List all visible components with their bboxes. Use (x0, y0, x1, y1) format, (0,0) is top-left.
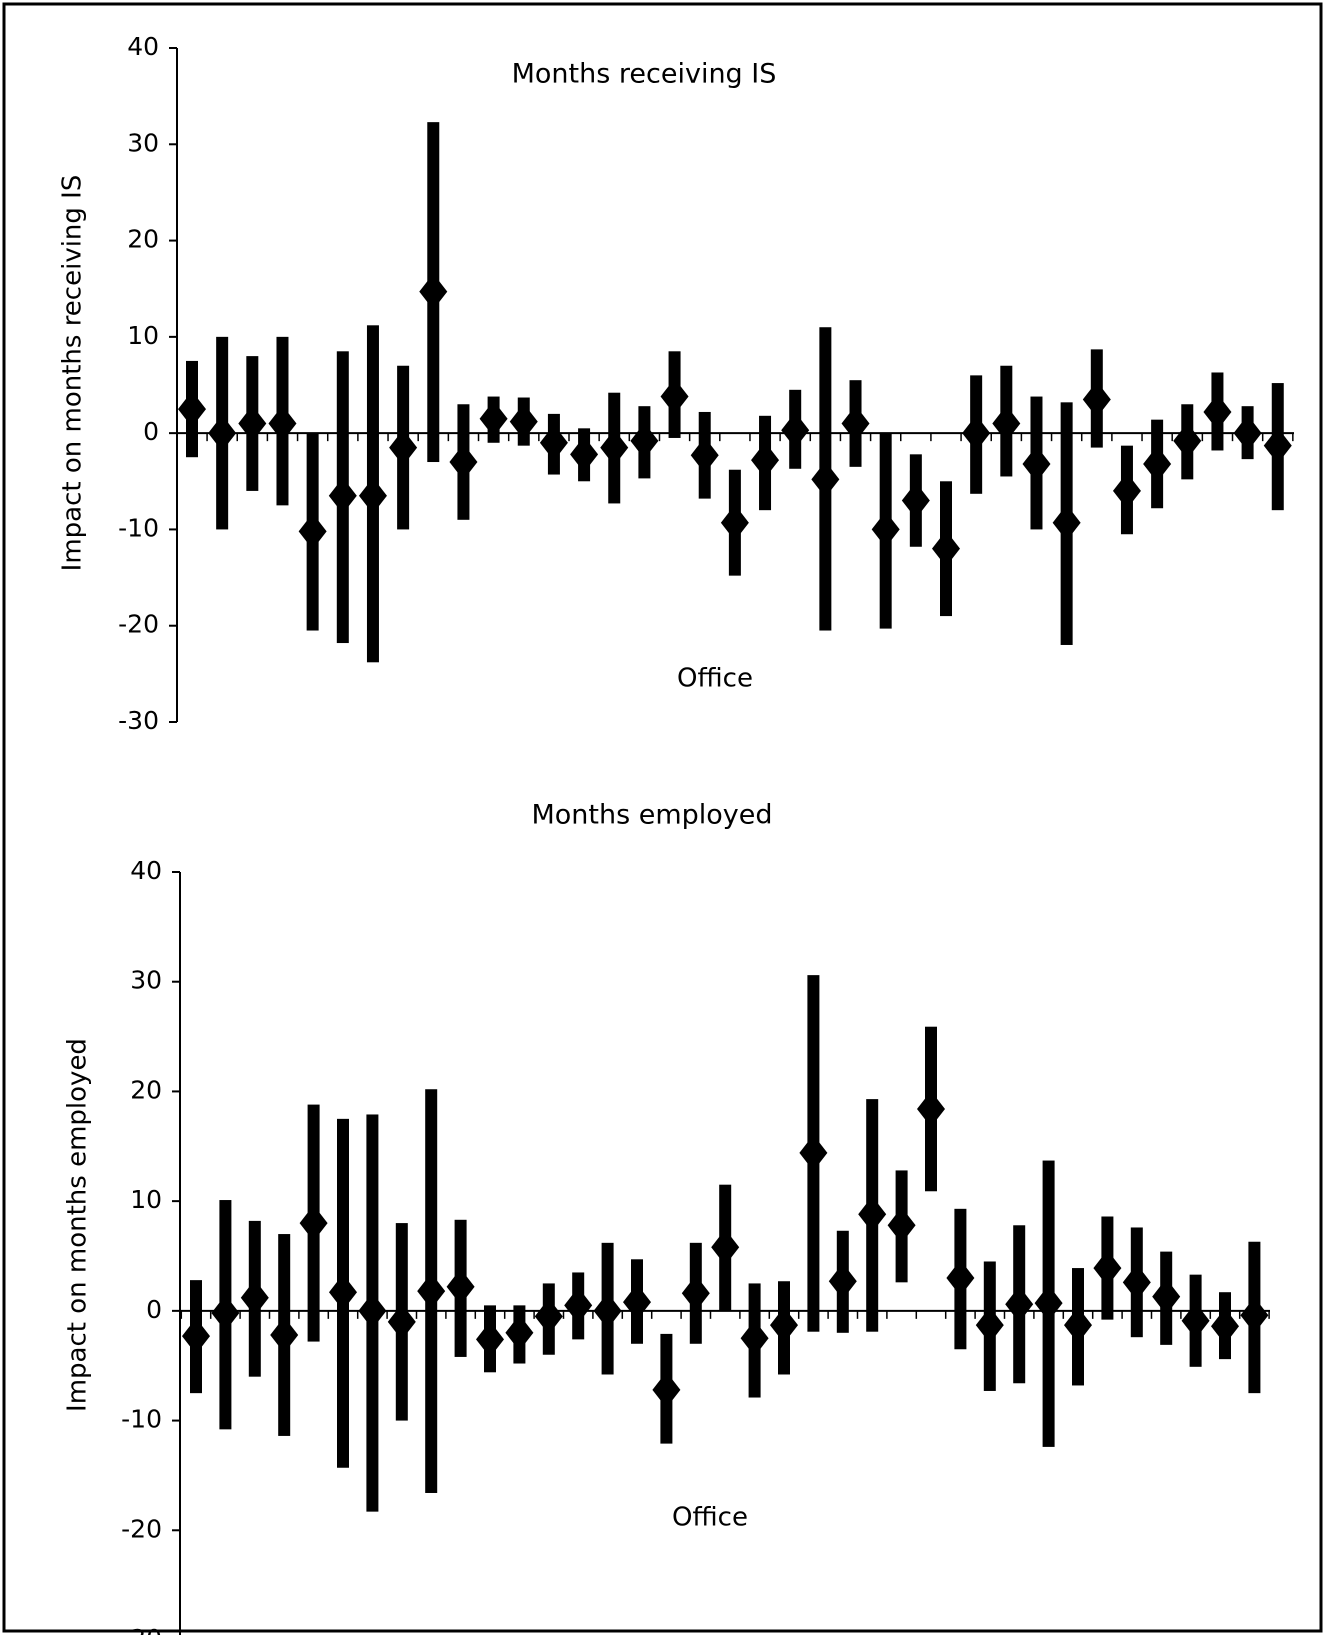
y-tick-label: 40 (130, 856, 162, 885)
estimate-marker (740, 1320, 769, 1357)
estimate-marker (660, 378, 689, 415)
estimate-marker (720, 504, 749, 541)
estimate-marker (841, 405, 870, 442)
estimate-marker (358, 1292, 387, 1329)
estimate-marker (711, 1229, 740, 1266)
estimate-marker (182, 1318, 210, 1355)
estimate-marker (1064, 1307, 1092, 1344)
y-tick-label: 20 (127, 225, 159, 254)
estimate-marker (240, 1279, 269, 1316)
estimate-marker (858, 1196, 887, 1233)
estimate-marker (358, 477, 387, 514)
estimate-marker (211, 1295, 240, 1332)
estimate-marker (593, 1292, 622, 1329)
estimate-marker (389, 429, 418, 466)
y-tick-label: 10 (130, 1185, 162, 1214)
estimate-marker (1173, 422, 1202, 459)
estimate-marker (208, 415, 237, 452)
estimate-marker (1233, 415, 1262, 452)
estimate-marker (946, 1259, 975, 1296)
x-axis-label: Office (677, 664, 753, 694)
y-tick-label: -10 (118, 513, 159, 542)
y-tick-label: -30 (121, 1624, 162, 1635)
estimate-marker (387, 1303, 416, 1340)
chart-title: Months employed (531, 800, 772, 831)
estimate-marker (962, 415, 991, 452)
estimate-marker (1211, 1308, 1239, 1345)
estimate-marker (871, 511, 900, 548)
estimate-marker (417, 1273, 446, 1310)
estimate-marker (975, 1307, 1004, 1344)
x-axis-label: Office (672, 1503, 748, 1533)
estimate-marker (328, 477, 357, 514)
estimate-marker (828, 1263, 857, 1300)
y-tick-label: 20 (130, 1075, 162, 1104)
estimate-marker (539, 424, 568, 461)
estimate-marker (329, 1274, 357, 1311)
estimate-marker (238, 405, 267, 442)
estimate-marker (811, 461, 840, 498)
estimate-marker (1022, 445, 1051, 482)
estimate-marker (178, 391, 206, 428)
estimate-marker (1203, 393, 1232, 430)
estimate-marker (1005, 1286, 1034, 1323)
estimate-marker (419, 273, 448, 310)
estimate-marker (1034, 1285, 1063, 1322)
estimate-marker (1152, 1278, 1181, 1315)
estimate-marker (1052, 504, 1081, 541)
estimate-marker (299, 1205, 328, 1242)
y-tick-label: -30 (118, 706, 159, 735)
y-axis-label: Impact on months employed (63, 1038, 93, 1412)
y-tick-label: -10 (121, 1405, 162, 1434)
y-tick-label: -20 (121, 1514, 162, 1543)
estimate-marker (623, 1284, 651, 1321)
estimate-marker (630, 422, 659, 459)
estimate-marker (1263, 427, 1292, 464)
y-axis-label: Impact on months receiving IS (58, 175, 88, 572)
estimate-marker (476, 1321, 504, 1358)
y-tick-label: 0 (143, 417, 159, 446)
y-tick-label: 40 (127, 32, 159, 61)
estimate-marker (570, 436, 599, 473)
estimate-marker (932, 530, 960, 567)
estimate-marker (1143, 445, 1172, 482)
estimate-marker (917, 1090, 945, 1127)
estimate-marker (1093, 1250, 1122, 1287)
estimate-marker (268, 405, 297, 442)
estimate-marker (770, 1307, 798, 1344)
estimate-marker (901, 482, 930, 519)
estimate-marker (652, 1371, 681, 1408)
estimate-marker (751, 442, 780, 479)
estimate-marker (1240, 1297, 1269, 1334)
estimate-marker (1122, 1264, 1151, 1301)
estimate-marker (600, 429, 629, 466)
estimate-marker (449, 444, 478, 481)
estimate-marker (681, 1275, 710, 1312)
estimate-marker (887, 1207, 916, 1244)
y-tick-label: 10 (127, 321, 159, 350)
estimate-marker (564, 1287, 593, 1324)
estimate-marker (298, 513, 327, 550)
estimate-marker (534, 1298, 563, 1335)
estimate-marker (1112, 472, 1141, 509)
estimate-marker (1181, 1302, 1210, 1339)
y-tick-label: 30 (130, 966, 162, 995)
y-tick-label: -20 (118, 610, 159, 639)
estimate-marker (505, 1314, 534, 1351)
estimate-marker (1082, 381, 1111, 418)
estimate-marker (781, 412, 810, 449)
estimate-marker (509, 403, 538, 440)
chart-title: Months receiving IS (512, 59, 777, 90)
estimate-marker (799, 1134, 828, 1171)
estimate-marker (479, 400, 508, 437)
estimate-marker (270, 1316, 299, 1353)
estimate-marker (992, 405, 1021, 442)
y-tick-label: 30 (127, 128, 159, 157)
estimate-marker (690, 437, 719, 474)
estimate-marker (446, 1268, 475, 1305)
y-tick-label: 0 (146, 1295, 162, 1324)
